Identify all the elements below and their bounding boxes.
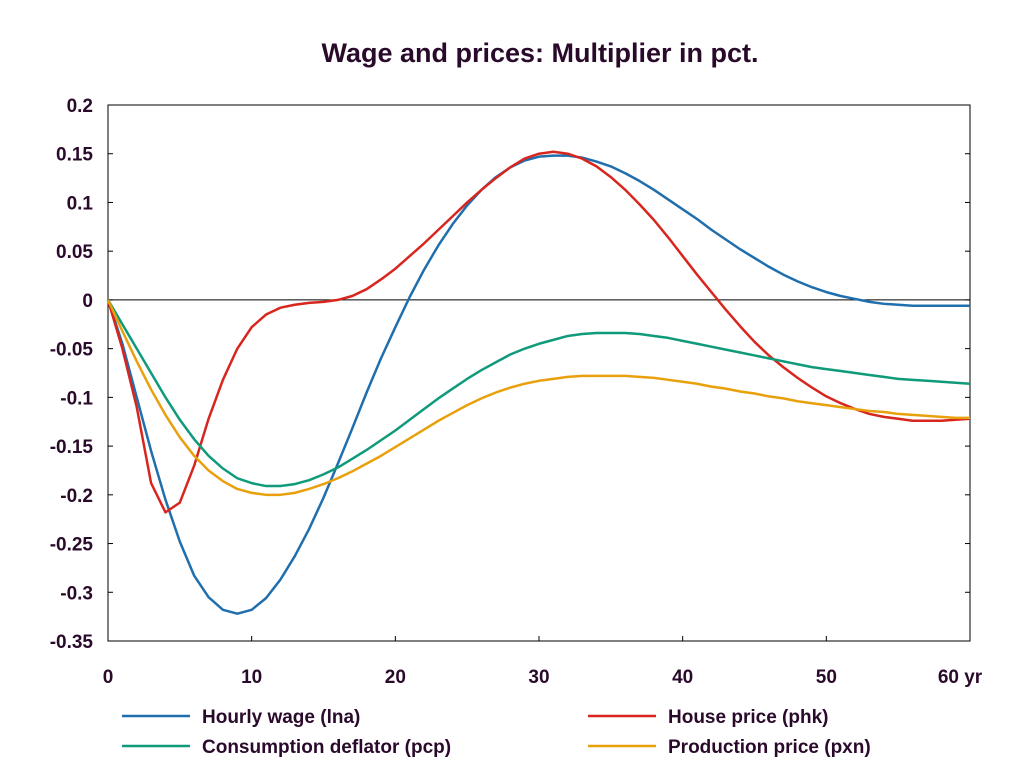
y-tick-label: -0.05: [50, 340, 94, 361]
series-line-0: [106, 154, 970, 615]
x-tick-label: 40: [672, 667, 693, 688]
y-tick-label: -0.1: [60, 388, 93, 409]
y-tick-label: -0.3: [60, 583, 93, 604]
legend-label: Production price (pxn): [668, 737, 871, 758]
x-tick-label: 0: [103, 667, 114, 688]
series-line-3: [106, 299, 970, 497]
y-tick-label: 0.2: [67, 96, 93, 117]
y-tick-label: -0.2: [60, 486, 93, 507]
y-tick-label: -0.35: [50, 632, 94, 653]
x-axis: 0 10 20 30 40 50 60 yr: [103, 636, 983, 688]
y-axis: 0.2 0.15 0.1 0.05 0 -0.05 -0.1 -0.15 -0.2 -0.25 -0…: [50, 96, 970, 653]
x-tick-label: 10: [241, 667, 262, 688]
legend-label: Consumption deflator (pcp): [202, 737, 451, 758]
y-tick-label: 0.05: [56, 242, 93, 263]
x-tick-label: 50: [816, 667, 837, 688]
series-line-1: [106, 150, 971, 514]
y-tick-label: 0.1: [67, 193, 94, 214]
y-tick-label: -0.25: [50, 535, 94, 556]
y-tick-label: 0: [82, 291, 93, 312]
legend: Hourly wage (lna) House price (phk) Consum…: [122, 707, 871, 758]
x-tick-label: 60 yr: [938, 667, 983, 688]
y-tick-label: 0.15: [56, 145, 93, 166]
legend-label: Hourly wage (lna): [202, 707, 360, 728]
y-tick-label: -0.15: [50, 437, 94, 458]
legend-label: House price (phk): [668, 707, 828, 728]
plot-area: [107, 104, 971, 642]
series-line-2: [106, 299, 971, 488]
x-tick-label: 30: [528, 667, 549, 688]
x-tick-label: 20: [385, 667, 406, 688]
chart-title: Wage and prices: Multiplier in pct.: [321, 38, 758, 68]
series-layer: [106, 150, 971, 615]
